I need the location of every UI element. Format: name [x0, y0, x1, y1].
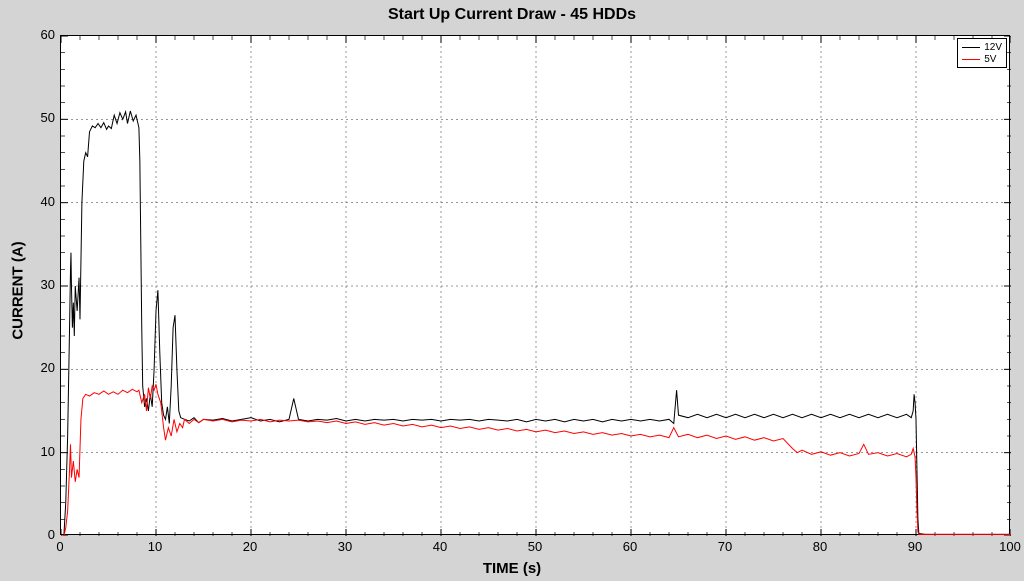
y-tick-label: 10: [25, 444, 55, 459]
y-tick-label: 30: [25, 277, 55, 292]
plot-svg: [61, 36, 1011, 536]
legend-label: 5V: [984, 54, 996, 65]
legend: 12V5V: [957, 38, 1007, 68]
chart-container: Start Up Current Draw - 45 HDDs CURRENT …: [0, 0, 1024, 581]
x-axis-label: TIME (s): [0, 560, 1024, 577]
y-tick-label: 0: [25, 527, 55, 542]
legend-swatch: [962, 47, 980, 48]
x-tick-label: 20: [235, 539, 265, 554]
x-tick-label: 30: [330, 539, 360, 554]
x-tick-label: 90: [900, 539, 930, 554]
x-tick-label: 60: [615, 539, 645, 554]
y-tick-label: 60: [25, 27, 55, 42]
x-tick-label: 40: [425, 539, 455, 554]
x-tick-label: 100: [995, 539, 1024, 554]
legend-label: 12V: [984, 42, 1002, 53]
legend-item: 5V: [962, 53, 1002, 65]
x-tick-label: 80: [805, 539, 835, 554]
y-tick-label: 40: [25, 194, 55, 209]
x-tick-label: 10: [140, 539, 170, 554]
chart-title: Start Up Current Draw - 45 HDDs: [0, 6, 1024, 24]
legend-swatch: [962, 59, 980, 60]
legend-item: 12V: [962, 41, 1002, 53]
y-tick-label: 20: [25, 360, 55, 375]
plot-area: [60, 35, 1010, 535]
x-tick-label: 50: [520, 539, 550, 554]
x-tick-label: 70: [710, 539, 740, 554]
y-tick-label: 50: [25, 110, 55, 125]
